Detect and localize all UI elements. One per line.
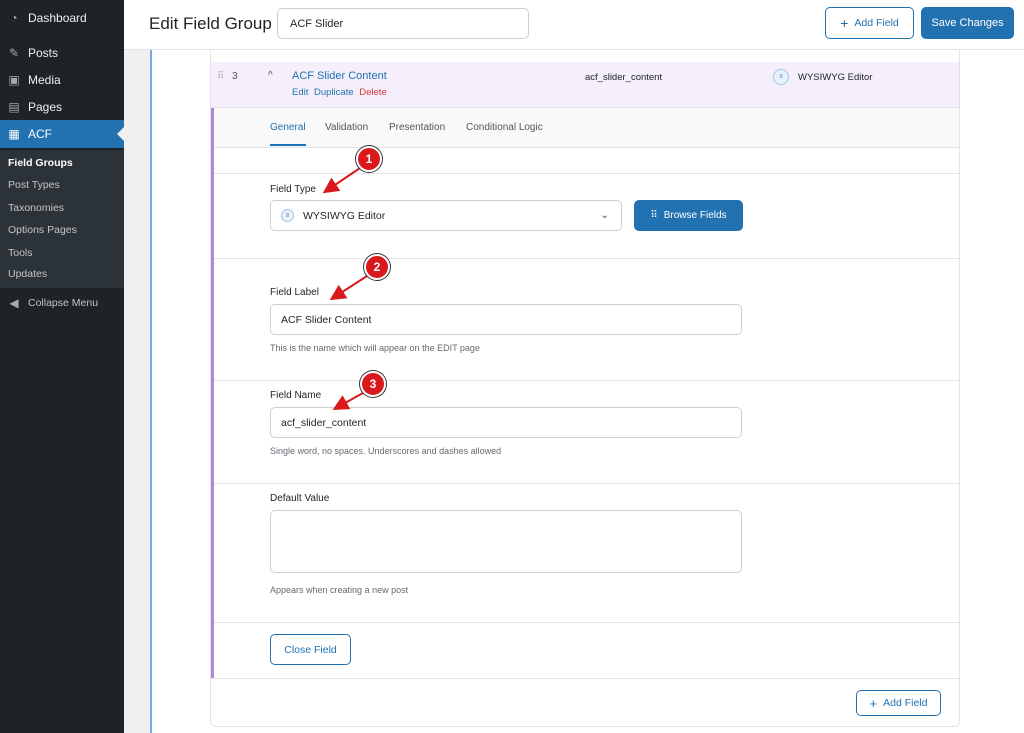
default-value-label: Default Value bbox=[270, 493, 330, 504]
grid-icon: ⠿ bbox=[650, 210, 658, 221]
default-value-textarea[interactable] bbox=[270, 510, 742, 573]
field-group-title-input[interactable] bbox=[277, 8, 529, 39]
close-field-button[interactable]: Close Field bbox=[270, 634, 351, 665]
divider bbox=[214, 483, 959, 484]
main-content: ⠿ 3 ^ ACF Slider Content Edit Duplicate … bbox=[150, 50, 1024, 733]
divider bbox=[214, 258, 959, 259]
field-name-input[interactable]: acf_slider_content bbox=[270, 407, 742, 438]
acf-submenu: Field Groups Post Types Taxonomies Optio… bbox=[0, 150, 124, 288]
collapse-icon: ◀ bbox=[9, 295, 19, 310]
dashboard-icon: ◔ bbox=[10, 10, 18, 25]
annotation-arrow-3 bbox=[332, 392, 364, 410]
submenu-options-pages[interactable]: Options Pages bbox=[8, 224, 77, 236]
page-title: Edit Field Group bbox=[149, 14, 272, 33]
submenu-post-types[interactable]: Post Types bbox=[8, 179, 60, 191]
drag-handle-icon[interactable]: ⠿ bbox=[217, 71, 225, 82]
tab-conditional-logic[interactable]: Conditional Logic bbox=[466, 122, 543, 133]
collapse-chevron-icon[interactable]: ^ bbox=[268, 70, 273, 81]
acf-icon: ▦ bbox=[8, 127, 20, 141]
sidebar-item-media[interactable]: ▣ Media bbox=[8, 72, 61, 87]
chevron-down-icon: ⌄ bbox=[600, 209, 609, 221]
edit-link[interactable]: Edit bbox=[292, 87, 309, 98]
wysiwyg-icon: ≡ bbox=[773, 69, 789, 85]
default-value-help: Appears when creating a new post bbox=[270, 585, 409, 595]
field-name-value: acf_slider_content bbox=[585, 72, 663, 83]
collapse-menu-button[interactable]: ◀ Collapse Menu bbox=[0, 289, 124, 316]
submenu-field-groups[interactable]: Field Groups bbox=[8, 157, 73, 169]
divider bbox=[214, 380, 959, 381]
browse-fields-button[interactable]: ⠿ Browse Fields bbox=[634, 200, 743, 231]
field-order: 3 bbox=[232, 71, 238, 82]
submenu-tools[interactable]: Tools bbox=[8, 247, 33, 259]
add-field-button[interactable]: + Add Field bbox=[825, 7, 914, 39]
settings-tabs: General Validation Presentation Conditio… bbox=[214, 108, 959, 148]
annotation-arrow-1 bbox=[322, 167, 361, 194]
field-label-link[interactable]: ACF Slider Content bbox=[292, 70, 387, 82]
annotation-marker-2: 2 bbox=[364, 254, 390, 280]
divider bbox=[214, 622, 959, 623]
submenu-taxonomies[interactable]: Taxonomies bbox=[8, 202, 65, 214]
field-name-label: Field Name bbox=[270, 390, 322, 401]
divider bbox=[211, 678, 959, 679]
tab-presentation[interactable]: Presentation bbox=[389, 122, 446, 133]
plus-icon: + bbox=[840, 15, 849, 31]
fields-card: ⠿ 3 ^ ACF Slider Content Edit Duplicate … bbox=[210, 50, 960, 727]
annotation-marker-3: 3 bbox=[360, 371, 386, 397]
field-label-help: This is the name which will appear on th… bbox=[270, 343, 480, 353]
sidebar-item-posts[interactable]: ✎ Posts bbox=[8, 45, 59, 60]
delete-link[interactable]: Delete bbox=[359, 87, 387, 98]
field-type-label: Field Type bbox=[270, 184, 316, 195]
sidebar-item-dashboard[interactable]: ◔ Dashboard bbox=[0, 4, 124, 31]
wysiwyg-icon: ≡ bbox=[281, 209, 294, 222]
admin-sidebar: ◔ Dashboard ✎ Posts ▣ Media ▤ Pages ▦ ACF Fie… bbox=[0, 0, 124, 733]
field-type-select[interactable]: ≡ WYSIWYG Editor ⌄ bbox=[270, 200, 622, 231]
duplicate-link[interactable]: Duplicate bbox=[314, 87, 354, 98]
submenu-updates[interactable]: Updates bbox=[8, 268, 48, 280]
annotation-arrow-2 bbox=[329, 275, 368, 301]
field-row[interactable]: ⠿ 3 ^ ACF Slider Content Edit Duplicate … bbox=[211, 62, 959, 108]
tab-validation[interactable]: Validation bbox=[325, 122, 369, 133]
divider bbox=[214, 173, 959, 174]
field-label-label: Field Label bbox=[270, 287, 319, 298]
annotation-marker-1: 1 bbox=[356, 146, 382, 172]
tab-general[interactable]: General bbox=[270, 122, 306, 146]
field-type-value: ≡ WYSIWYG Editor bbox=[773, 69, 872, 85]
plus-icon: + bbox=[869, 695, 878, 711]
media-icon: ▣ bbox=[8, 72, 20, 87]
pin-icon: ✎ bbox=[8, 45, 20, 60]
field-name-help: Single word, no spaces. Underscores and … bbox=[270, 446, 502, 456]
field-settings: General Validation Presentation Conditio… bbox=[211, 108, 959, 679]
sidebar-item-pages[interactable]: ▤ Pages bbox=[8, 99, 63, 114]
field-label-input[interactable]: ACF Slider Content bbox=[270, 304, 742, 335]
row-actions: Edit Duplicate Delete bbox=[292, 87, 387, 98]
pages-icon: ▤ bbox=[8, 99, 20, 114]
save-changes-button[interactable]: Save Changes bbox=[921, 7, 1014, 39]
add-field-footer-button[interactable]: + Add Field bbox=[856, 690, 941, 716]
page-header: Edit Field Group +Add Field Save Changes bbox=[124, 0, 1024, 50]
sidebar-item-acf[interactable]: ▦ ACF bbox=[0, 120, 124, 148]
